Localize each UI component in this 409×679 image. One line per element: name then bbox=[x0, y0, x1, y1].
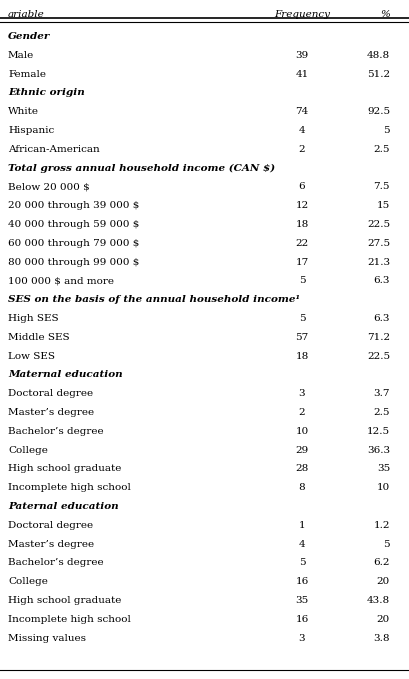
Text: Male: Male bbox=[8, 51, 34, 60]
Text: 20: 20 bbox=[377, 614, 390, 624]
Text: Doctoral degree: Doctoral degree bbox=[8, 389, 93, 398]
Text: 39: 39 bbox=[295, 51, 309, 60]
Text: Hispanic: Hispanic bbox=[8, 126, 54, 135]
Text: Incomplete high school: Incomplete high school bbox=[8, 614, 131, 624]
Text: 92.5: 92.5 bbox=[367, 107, 390, 116]
Text: 27.5: 27.5 bbox=[367, 239, 390, 248]
Text: African-American: African-American bbox=[8, 145, 100, 154]
Text: 18: 18 bbox=[295, 352, 309, 361]
Text: 80 000 through 99 000 $: 80 000 through 99 000 $ bbox=[8, 257, 139, 267]
Text: 10: 10 bbox=[377, 483, 390, 492]
Text: 29: 29 bbox=[295, 445, 309, 455]
Text: College: College bbox=[8, 577, 48, 586]
Text: %: % bbox=[380, 10, 390, 19]
Text: 4: 4 bbox=[299, 540, 305, 549]
Text: Ethnic origin: Ethnic origin bbox=[8, 88, 85, 97]
Text: 6.2: 6.2 bbox=[373, 558, 390, 568]
Text: Doctoral degree: Doctoral degree bbox=[8, 521, 93, 530]
Text: 2: 2 bbox=[299, 408, 305, 417]
Text: High school graduate: High school graduate bbox=[8, 596, 121, 605]
Text: High school graduate: High school graduate bbox=[8, 464, 121, 473]
Text: 4: 4 bbox=[299, 126, 305, 135]
Text: 16: 16 bbox=[295, 614, 309, 624]
Text: 2: 2 bbox=[299, 145, 305, 154]
Text: Total gross annual household income (CAN $): Total gross annual household income (CAN… bbox=[8, 164, 275, 172]
Text: 5: 5 bbox=[299, 276, 305, 285]
Text: Master’s degree: Master’s degree bbox=[8, 540, 94, 549]
Text: 35: 35 bbox=[295, 596, 309, 605]
Text: 57: 57 bbox=[295, 333, 309, 342]
Text: Master’s degree: Master’s degree bbox=[8, 408, 94, 417]
Text: Frequency: Frequency bbox=[274, 10, 330, 19]
Text: Paternal education: Paternal education bbox=[8, 502, 119, 511]
Text: Low SES: Low SES bbox=[8, 352, 55, 361]
Text: 51.2: 51.2 bbox=[367, 70, 390, 79]
Text: 3.8: 3.8 bbox=[373, 634, 390, 642]
Text: 8: 8 bbox=[299, 483, 305, 492]
Text: Incomplete high school: Incomplete high school bbox=[8, 483, 131, 492]
Text: 2.5: 2.5 bbox=[373, 408, 390, 417]
Text: College: College bbox=[8, 445, 48, 455]
Text: 5: 5 bbox=[299, 558, 305, 568]
Text: 41: 41 bbox=[295, 70, 309, 79]
Text: 1.2: 1.2 bbox=[373, 521, 390, 530]
Text: 15: 15 bbox=[377, 201, 390, 210]
Text: 48.8: 48.8 bbox=[367, 51, 390, 60]
Text: 100 000 $ and more: 100 000 $ and more bbox=[8, 276, 114, 285]
Text: 3: 3 bbox=[299, 634, 305, 642]
Text: 6: 6 bbox=[299, 183, 305, 191]
Text: 43.8: 43.8 bbox=[367, 596, 390, 605]
Text: 7.5: 7.5 bbox=[373, 183, 390, 191]
Text: ariable: ariable bbox=[8, 10, 45, 19]
Text: 22.5: 22.5 bbox=[367, 220, 390, 229]
Text: 3: 3 bbox=[299, 389, 305, 398]
Text: 2.5: 2.5 bbox=[373, 145, 390, 154]
Text: Female: Female bbox=[8, 70, 46, 79]
Text: 6.3: 6.3 bbox=[373, 276, 390, 285]
Text: 6.3: 6.3 bbox=[373, 314, 390, 323]
Text: 5: 5 bbox=[383, 126, 390, 135]
Text: Maternal education: Maternal education bbox=[8, 371, 123, 380]
Text: 28: 28 bbox=[295, 464, 309, 473]
Text: Missing values: Missing values bbox=[8, 634, 86, 642]
Text: 22.5: 22.5 bbox=[367, 352, 390, 361]
Text: White: White bbox=[8, 107, 39, 116]
Text: 3.7: 3.7 bbox=[373, 389, 390, 398]
Text: 10: 10 bbox=[295, 427, 309, 436]
Text: Bachelor’s degree: Bachelor’s degree bbox=[8, 427, 103, 436]
Text: 12: 12 bbox=[295, 201, 309, 210]
Text: 5: 5 bbox=[299, 314, 305, 323]
Text: 35: 35 bbox=[377, 464, 390, 473]
Text: Middle SES: Middle SES bbox=[8, 333, 70, 342]
Text: 71.2: 71.2 bbox=[367, 333, 390, 342]
Text: High SES: High SES bbox=[8, 314, 58, 323]
Text: 21.3: 21.3 bbox=[367, 257, 390, 267]
Text: SES on the basis of the annual household income¹: SES on the basis of the annual household… bbox=[8, 295, 300, 304]
Text: 5: 5 bbox=[383, 540, 390, 549]
Text: Below 20 000 $: Below 20 000 $ bbox=[8, 183, 90, 191]
Text: 16: 16 bbox=[295, 577, 309, 586]
Text: 20: 20 bbox=[377, 577, 390, 586]
Text: 22: 22 bbox=[295, 239, 309, 248]
Text: 74: 74 bbox=[295, 107, 309, 116]
Text: 40 000 through 59 000 $: 40 000 through 59 000 $ bbox=[8, 220, 139, 229]
Text: 20 000 through 39 000 $: 20 000 through 39 000 $ bbox=[8, 201, 139, 210]
Text: 12.5: 12.5 bbox=[367, 427, 390, 436]
Text: 17: 17 bbox=[295, 257, 309, 267]
Text: Bachelor’s degree: Bachelor’s degree bbox=[8, 558, 103, 568]
Text: 1: 1 bbox=[299, 521, 305, 530]
Text: 60 000 through 79 000 $: 60 000 through 79 000 $ bbox=[8, 239, 139, 248]
Text: Gender: Gender bbox=[8, 32, 50, 41]
Text: 36.3: 36.3 bbox=[367, 445, 390, 455]
Text: 18: 18 bbox=[295, 220, 309, 229]
